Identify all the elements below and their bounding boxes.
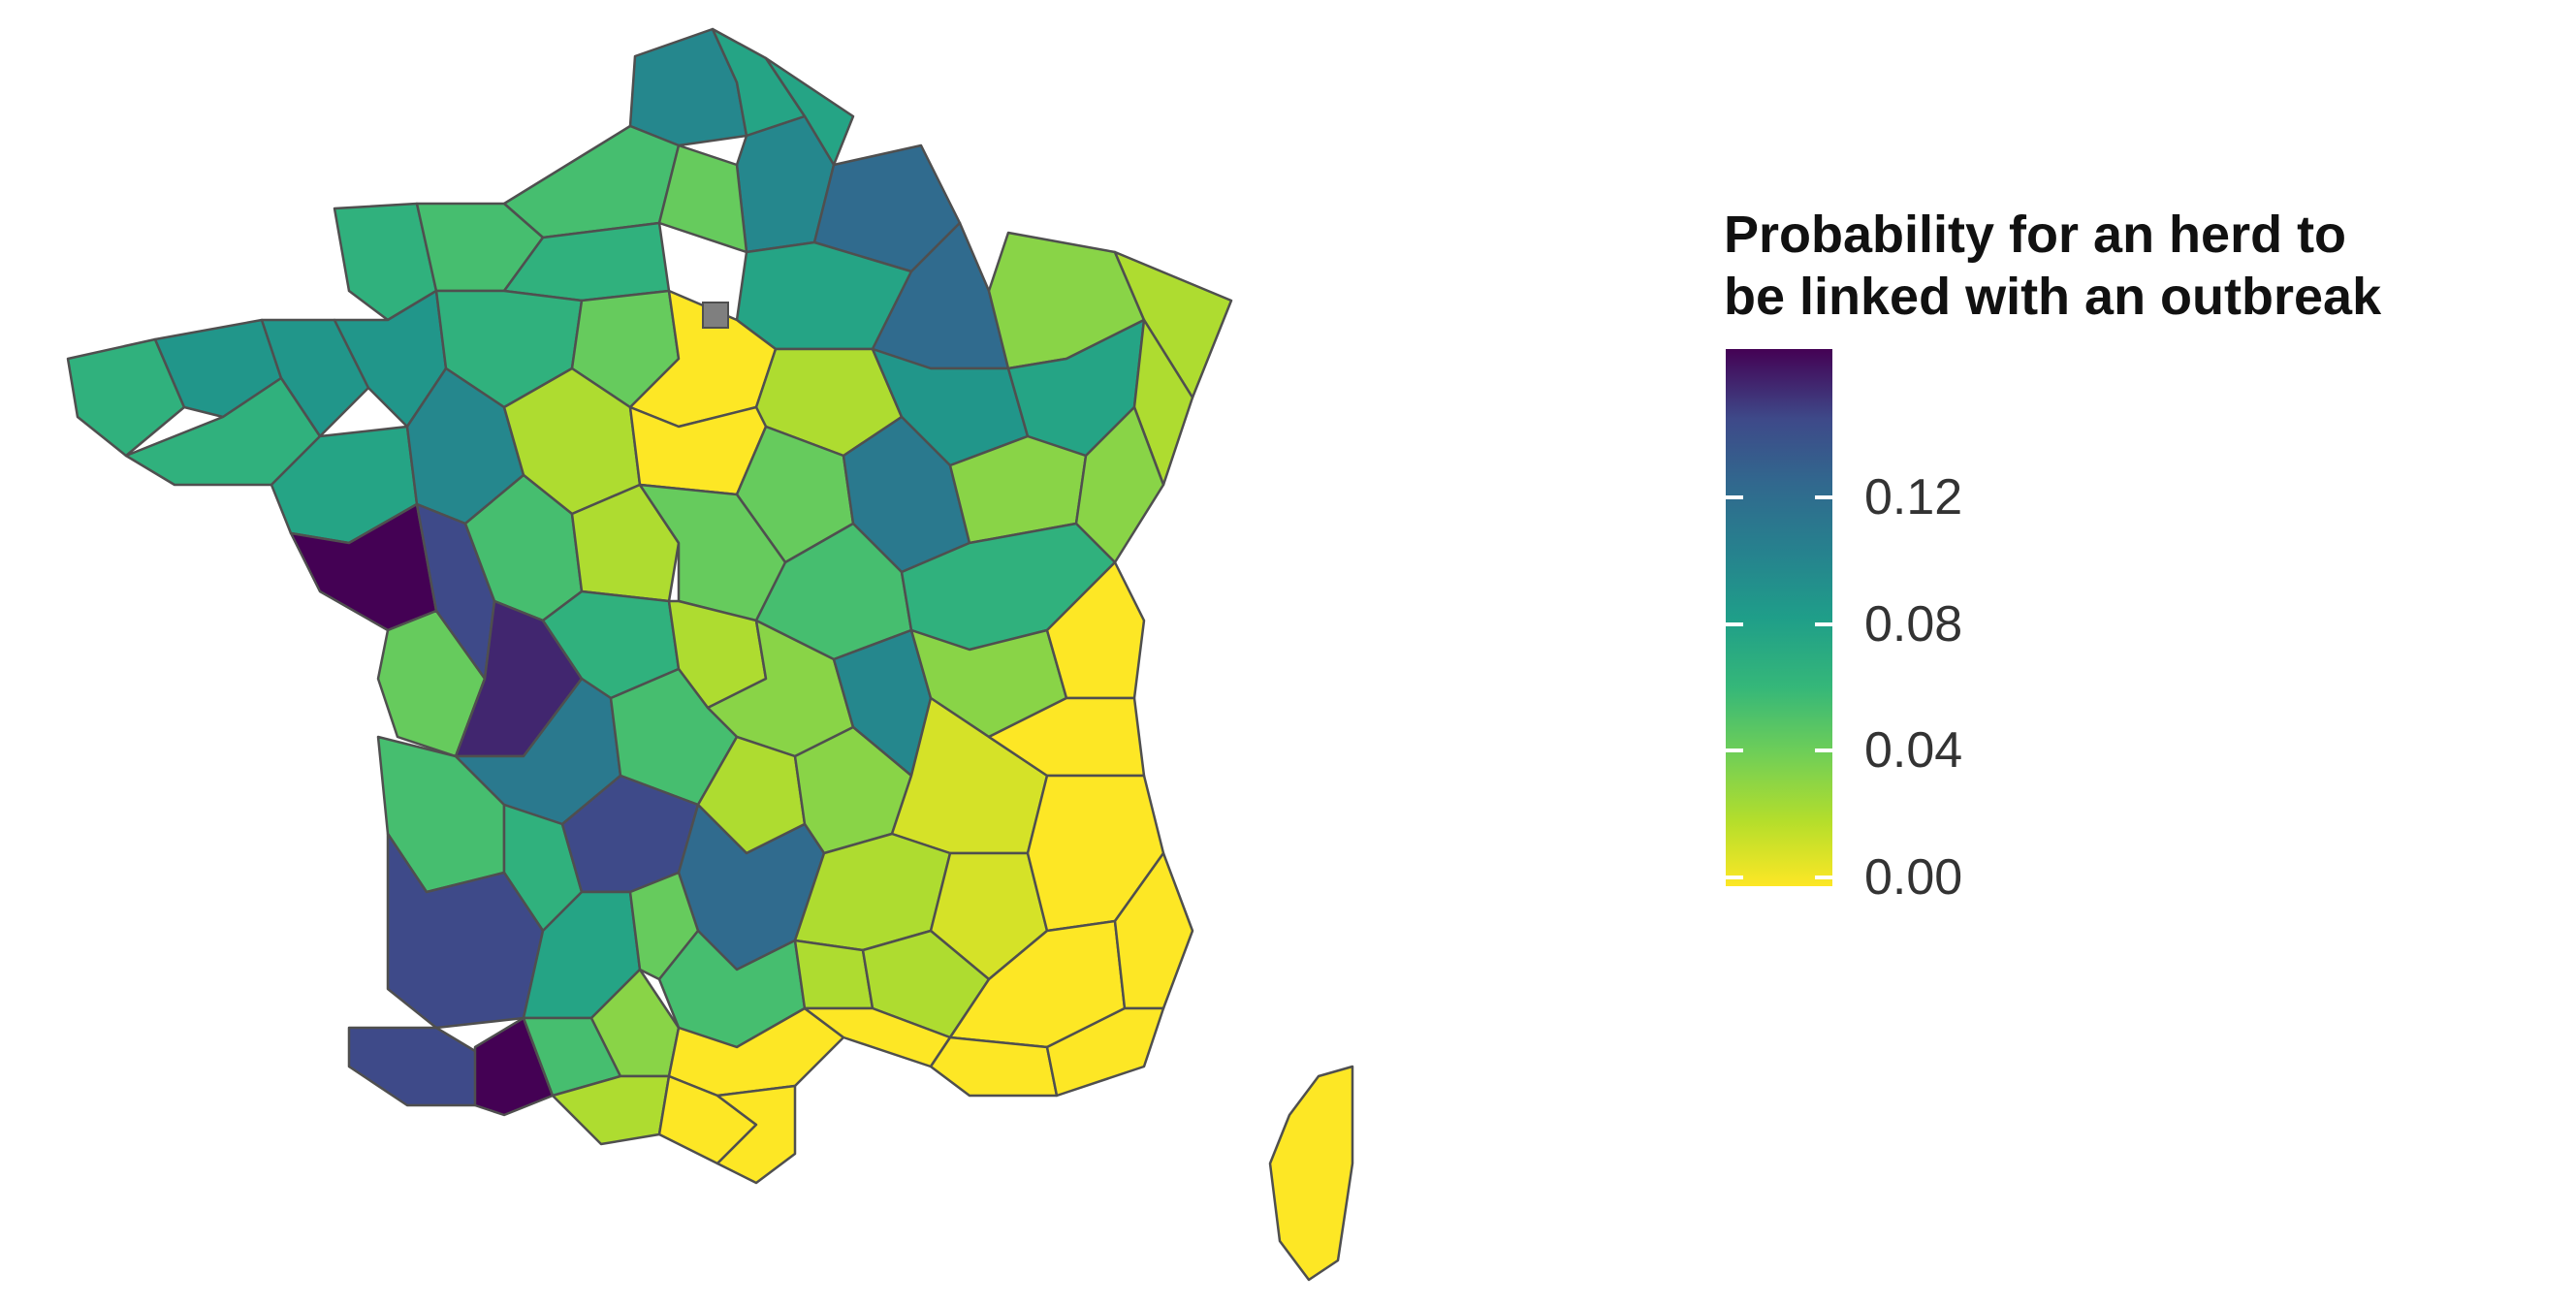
department-lozere: [793, 939, 875, 1010]
legend-tick-label: 0.00: [1864, 849, 1963, 907]
legend-tick-label: 0.04: [1864, 722, 1963, 780]
department-oise: [657, 143, 748, 254]
paris-no-data-marker: [702, 302, 729, 329]
legend-colorbar: [1726, 349, 1832, 886]
legend-tick-label: 0.12: [1864, 469, 1963, 526]
department-bouches-rhone: [929, 1035, 1059, 1098]
department-corse: [1268, 1065, 1354, 1282]
department-pyrenees-orientales: [716, 1084, 797, 1185]
legend-tick-mark: [1815, 749, 1832, 753]
legend-title-line-2: be linked with an outbreak: [1724, 268, 2382, 326]
department-pyrenees-atlantiques: [347, 1026, 487, 1107]
legend-tick-label: 0.08: [1864, 595, 1963, 653]
department-cher: [570, 483, 681, 603]
department-somme: [502, 124, 681, 239]
legend-tick-mark: [1815, 495, 1832, 500]
legend-tick-mark: [1726, 621, 1743, 626]
department-hautes-pyrenees: [473, 1016, 555, 1117]
department-ille-vilaine: [260, 318, 370, 438]
department-savoie: [987, 696, 1146, 778]
department-var: [1045, 1006, 1165, 1098]
paris-missing-layer: [702, 302, 729, 329]
department-finistere: [66, 337, 186, 458]
legend-tick-mark: [1815, 876, 1832, 880]
legend-title-line-1: Probability for an herd to: [1724, 206, 2347, 264]
legend-tick-mark: [1726, 495, 1743, 500]
colorbar-gradient: [1726, 349, 1832, 886]
legend-tick-mark: [1815, 621, 1832, 626]
legend-tick-mark: [1726, 876, 1743, 880]
department-alpes-maritimes: [1113, 851, 1194, 1010]
departments-layer: [66, 27, 1354, 1282]
legend-title: Probability for an herd to be linked wit…: [1724, 204, 2558, 328]
department-haute-savoie: [1045, 560, 1146, 700]
legend-tick-mark: [1726, 749, 1743, 753]
